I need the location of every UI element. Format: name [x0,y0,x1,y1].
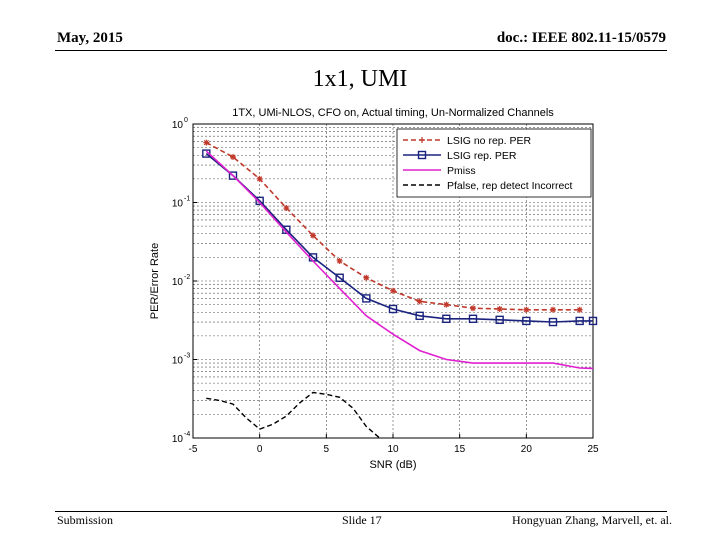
series-marker-star [203,139,210,146]
footer-authors: Hongyuan Zhang, Marvell, et. al. [512,513,672,527]
series-marker-square [548,317,558,327]
footer-divider [55,511,667,512]
series-marker-star [550,306,556,313]
series-marker-square [495,315,504,325]
footer-slide-number: Slide 17 [342,513,382,527]
y-tick-exponent: -2 [184,274,190,281]
series-marker-star [496,305,503,312]
series-marker-star [310,232,316,239]
series-marker-star [576,306,583,313]
series-marker-square [442,314,451,323]
series-marker-square [575,316,584,326]
legend-label: Pfalse, rep detect Incorrect [447,180,573,192]
series-marker-star [256,175,263,182]
series-marker-square [415,311,424,321]
series-marker-star [230,153,236,160]
y-tick-exponent: -3 [184,353,190,360]
y-tick-label: 10 [172,120,184,131]
y-tick-label: 10 [172,356,184,367]
series-marker-square [255,196,264,206]
series-marker-square [522,316,531,326]
x-tick-label: 0 [257,444,263,455]
series-marker-square [362,294,371,303]
header-date: May, 2015 [57,30,123,46]
x-tick-label: 10 [387,444,399,455]
y-tick-label: 10 [172,277,184,288]
y-tick-label: 10 [172,199,184,210]
series-marker-star [523,306,530,313]
y-tick-exponent: -4 [184,431,190,438]
slide-title: 1x1, UMI [312,66,408,92]
x-tick-label: 25 [587,444,599,455]
legend-label: Pmiss [447,165,476,177]
chart-title: 1TX, UMi-NLOS, CFO on, Actual timing, Un… [232,107,554,119]
series-marker-square [388,304,398,314]
footer-submission: Submission [57,513,114,527]
series-marker-square [335,273,344,282]
series-marker-square [228,171,238,180]
x-axis-label: SNR (dB) [369,459,416,471]
header-doc-id: doc.: IEEE 802.11-15/0579 [496,30,666,46]
x-tick-label: 15 [454,444,466,455]
series-marker-star [363,274,370,281]
y-tick-exponent: -1 [184,196,190,203]
legend-label: LSIG rep. PER [447,150,517,162]
series-marker-star [470,305,476,312]
series-marker-square [588,316,598,326]
series-marker-star [336,257,343,264]
series-marker-star [416,298,423,305]
y-tick-exponent: 0 [184,117,188,124]
header-divider [55,50,667,51]
series-marker-star [283,205,290,212]
legend-marker [419,137,425,143]
per-chart: -5 0 5 10 15 20 25 10 -4 10 -3 10 -2 10 -1 10 0 1TX, UMi-… [140,98,610,480]
series-marker-star [443,301,450,308]
x-tick-label: -5 [189,444,198,455]
x-tick-label: 5 [324,444,330,455]
series-marker-square [468,314,478,323]
x-tick-label: 20 [521,444,533,455]
series-line-3 [205,150,593,370]
legend-label: LSIG no rep. PER [447,135,531,147]
y-tick-label: 10 [172,434,184,445]
series-line-4 [206,391,381,438]
series-line-2 [205,152,593,323]
legend-marker [417,150,427,160]
y-axis-label: PER/Error Rate [149,243,161,319]
series-marker-star [390,287,396,294]
